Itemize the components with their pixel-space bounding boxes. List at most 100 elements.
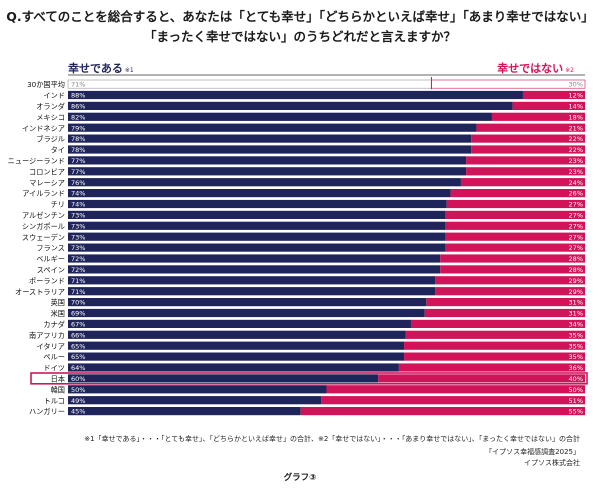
chart-title-line-2: 「まったく幸せではない」のうちどれだと言えますか？ bbox=[143, 29, 456, 44]
bar-happy bbox=[68, 210, 446, 219]
bar-unhappy bbox=[445, 232, 585, 241]
data-label-unhappy: 24% bbox=[569, 179, 583, 187]
category-label: オランダ bbox=[36, 102, 65, 111]
data-label-unhappy: 27% bbox=[569, 222, 583, 230]
highlight-box bbox=[30, 372, 588, 385]
bar-unhappy bbox=[512, 101, 585, 110]
data-label-unhappy: 28% bbox=[569, 266, 583, 274]
bar-happy bbox=[68, 232, 446, 241]
data-label-happy: 79% bbox=[71, 124, 85, 132]
legend-happy-note: ※1 bbox=[124, 67, 134, 74]
category-label: チリ bbox=[51, 200, 65, 209]
bar-unhappy bbox=[522, 90, 585, 100]
data-label-happy: 49% bbox=[71, 397, 85, 405]
bar-unhappy bbox=[398, 363, 585, 372]
bar-happy bbox=[68, 352, 405, 361]
bar-unhappy bbox=[466, 167, 585, 176]
data-label-happy: 66% bbox=[71, 331, 85, 339]
bar-unhappy bbox=[435, 276, 585, 285]
data-label-unhappy: 31% bbox=[569, 299, 583, 307]
bar-unhappy bbox=[435, 287, 585, 296]
bar-unhappy bbox=[460, 178, 585, 187]
category-label: イタリア bbox=[37, 342, 65, 351]
category-label: インドネシア bbox=[22, 124, 65, 133]
data-label-happy: 72% bbox=[71, 266, 85, 274]
data-label-happy: 73% bbox=[71, 233, 85, 241]
source-survey: 「イプソス幸福感調査2025」 bbox=[485, 448, 580, 456]
bar-happy bbox=[68, 167, 467, 176]
bar-unhappy bbox=[450, 189, 585, 198]
legend-unhappy: 幸せではない ※2 bbox=[497, 60, 574, 76]
data-label-unhappy: 35% bbox=[569, 331, 583, 339]
data-label-happy: 69% bbox=[71, 310, 85, 318]
bar-happy bbox=[68, 90, 523, 100]
bar-happy bbox=[68, 156, 467, 165]
legend-unhappy-note: ※2 bbox=[565, 67, 574, 74]
category-label: タイ bbox=[51, 146, 65, 155]
category-label: コロンビア bbox=[29, 167, 65, 176]
bar-happy bbox=[68, 276, 436, 285]
bar-unhappy bbox=[466, 156, 585, 165]
data-label-unhappy: 27% bbox=[569, 244, 583, 252]
bar-happy bbox=[68, 341, 405, 350]
footnote: ※1「幸せである」・・・「とても幸せ」、「どちらかといえば幸せ」の合計、※2「幸… bbox=[84, 435, 580, 443]
bar-unhappy bbox=[410, 319, 585, 328]
bar-happy bbox=[68, 221, 446, 230]
bar-unhappy bbox=[476, 123, 585, 132]
data-label-happy: 73% bbox=[71, 212, 85, 220]
data-label-unhappy: 22% bbox=[569, 146, 583, 154]
legend-happy-label: 幸せである bbox=[68, 62, 123, 75]
category-label: アイルランド bbox=[22, 189, 65, 198]
bar-happy bbox=[68, 287, 436, 296]
category-label: 日本 bbox=[51, 375, 65, 384]
bar-happy bbox=[68, 319, 411, 328]
data-label-unhappy: 29% bbox=[569, 288, 583, 296]
data-label-unhappy: 21% bbox=[569, 124, 583, 132]
data-label-happy: 65% bbox=[71, 342, 85, 350]
data-label-unhappy: 30% bbox=[569, 81, 583, 89]
data-label-unhappy: 29% bbox=[569, 277, 583, 285]
bar-unhappy bbox=[446, 199, 585, 209]
bar-happy bbox=[68, 330, 406, 339]
data-label-unhappy: 18% bbox=[569, 113, 583, 121]
category-label: ブラジル bbox=[36, 135, 65, 144]
data-label-unhappy: 31% bbox=[569, 310, 583, 318]
category-label: トルコ bbox=[44, 396, 65, 405]
legend-happy: 幸せである ※1 bbox=[68, 60, 134, 76]
bar-unhappy bbox=[405, 330, 585, 339]
bar-happy bbox=[68, 199, 447, 209]
bar-happy bbox=[68, 265, 441, 274]
data-label-happy: 71% bbox=[71, 81, 85, 89]
data-label-unhappy: 28% bbox=[569, 255, 583, 263]
data-label-happy: 77% bbox=[71, 157, 85, 165]
bar-happy bbox=[68, 123, 477, 132]
bar-unhappy bbox=[404, 352, 585, 361]
data-label-happy: 71% bbox=[71, 288, 85, 296]
data-label-happy: 73% bbox=[71, 244, 85, 252]
data-label-happy: 88% bbox=[71, 92, 85, 100]
data-label-unhappy: 14% bbox=[569, 103, 583, 111]
data-label-happy: 71% bbox=[71, 277, 85, 285]
category-label: カナダ bbox=[43, 320, 65, 329]
bar-happy bbox=[68, 396, 322, 405]
category-label: ベルギー bbox=[36, 255, 65, 264]
data-label-happy: 74% bbox=[71, 201, 85, 209]
bar-unhappy bbox=[424, 308, 585, 318]
data-label-unhappy: 27% bbox=[569, 233, 583, 241]
data-label-happy: 82% bbox=[71, 113, 85, 121]
category-label: スウェーデン bbox=[22, 233, 65, 242]
category-label: ペルー bbox=[43, 353, 65, 362]
data-label-happy: 76% bbox=[71, 179, 85, 187]
category-label: 英国 bbox=[51, 298, 65, 307]
data-label-unhappy: 51% bbox=[569, 397, 583, 405]
data-label-happy: 78% bbox=[71, 135, 85, 143]
data-label-unhappy: 27% bbox=[569, 201, 583, 209]
category-label: 韓国 bbox=[51, 385, 65, 394]
data-label-happy: 64% bbox=[71, 364, 85, 372]
data-label-unhappy: 23% bbox=[569, 157, 583, 165]
category-label: スペイン bbox=[37, 266, 65, 275]
data-label-happy: 78% bbox=[71, 146, 85, 154]
data-label-unhappy: 36% bbox=[569, 364, 583, 372]
data-label-happy: 73% bbox=[71, 222, 85, 230]
